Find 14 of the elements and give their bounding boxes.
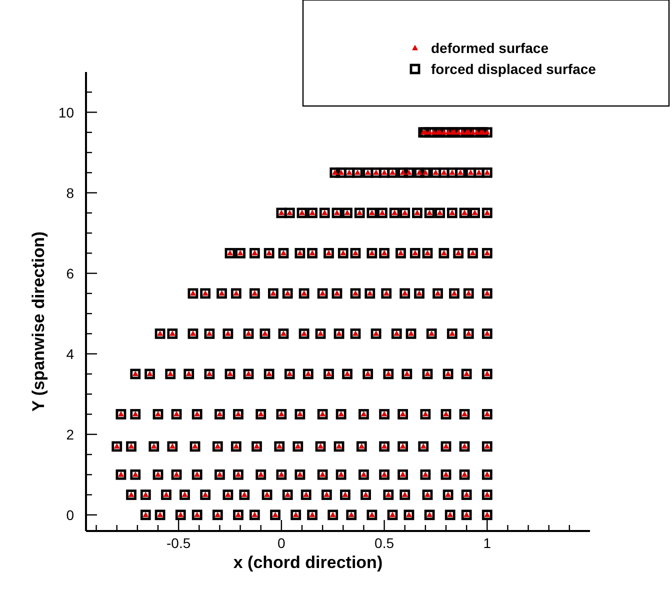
y-tick-label: 2 bbox=[66, 426, 74, 442]
y-tick-label: 8 bbox=[66, 184, 74, 201]
x-tick-label: -0.5 bbox=[166, 535, 191, 551]
y-tick-label: 4 bbox=[66, 346, 74, 362]
legend-label: deformed surface bbox=[431, 40, 549, 56]
legend-label: forced displaced surface bbox=[431, 61, 596, 77]
y-tick-label: 0 bbox=[66, 506, 74, 523]
x-tick-label: 1 bbox=[483, 535, 492, 551]
x-axis-title: x (chord direction) bbox=[233, 553, 383, 572]
x-tick-label: 0.5 bbox=[374, 535, 394, 551]
y-axis-title: Y (spanwise direction) bbox=[29, 231, 48, 412]
x-tick-label: 0 bbox=[278, 535, 286, 551]
y-tick-label: 6 bbox=[66, 265, 74, 282]
y-tick-label: 10 bbox=[58, 104, 74, 120]
